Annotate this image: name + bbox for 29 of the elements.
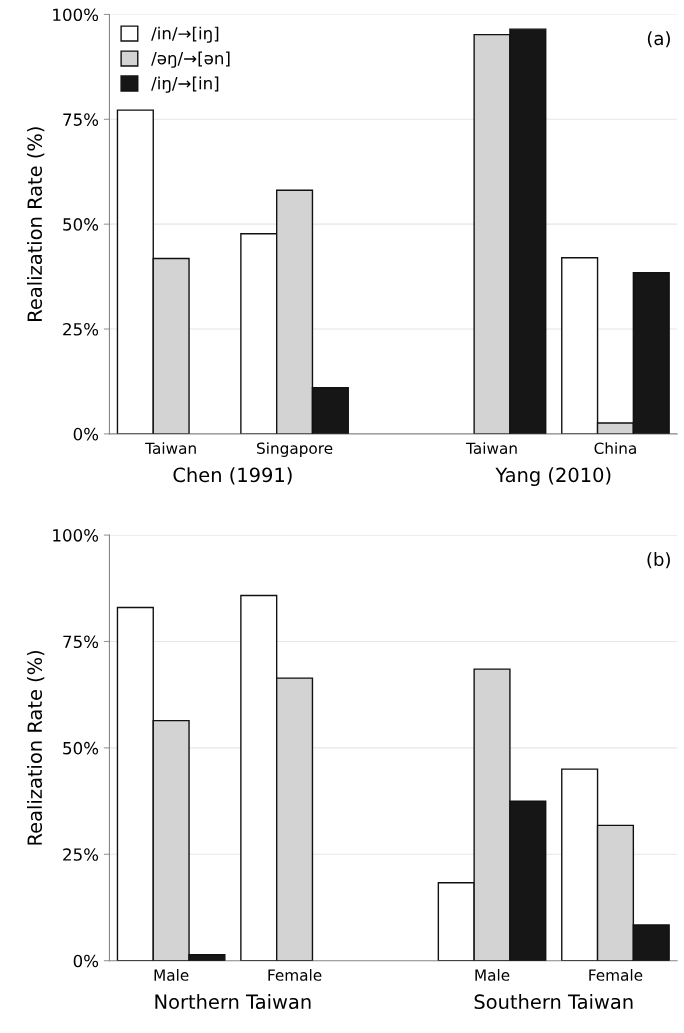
x-tick-label: China	[594, 442, 636, 455]
y-tick-label: 25%	[63, 322, 99, 336]
x-tick-label: Singapore	[257, 442, 333, 457]
legend-label: /əŋ/→[ən]	[151, 51, 230, 68]
y-tick-label: 25%	[63, 848, 99, 861]
y-tick-label: 100%	[53, 529, 99, 542]
text: Northern Taiwan	[155, 994, 311, 1010]
legend-label: /iŋ/→[in]	[151, 76, 219, 93]
annotation: (a)	[647, 31, 670, 48]
x-tick-label: Female	[589, 969, 643, 981]
y-axis-title: Realization Rate (%)	[27, 127, 45, 321]
y-tick-label: 75%	[63, 113, 99, 126]
text: Yang (2010)	[495, 467, 611, 487]
x-tick-label: Taiwan	[466, 442, 517, 455]
y-tick-label: 50%	[63, 741, 99, 755]
y-tick-label: 75%	[63, 635, 99, 649]
x-tick-label: Taiwan	[145, 442, 196, 455]
y-tick-label: 100%	[53, 8, 99, 22]
y-axis-title: Realization Rate (%)	[27, 650, 45, 845]
x-tick-label: Male	[475, 969, 510, 981]
text: Southern Taiwan	[474, 994, 633, 1010]
legend-label: /in/→[iŋ]	[151, 26, 219, 43]
y-tick-label: 50%	[63, 218, 99, 231]
annotation: (b)	[647, 552, 670, 569]
y-tick-label: 0%	[73, 954, 99, 968]
x-tick-label: Female	[268, 969, 322, 981]
x-tick-label: Male	[154, 969, 189, 981]
y-tick-label: 0%	[73, 427, 99, 441]
text: Chen (1991)	[173, 467, 292, 485]
